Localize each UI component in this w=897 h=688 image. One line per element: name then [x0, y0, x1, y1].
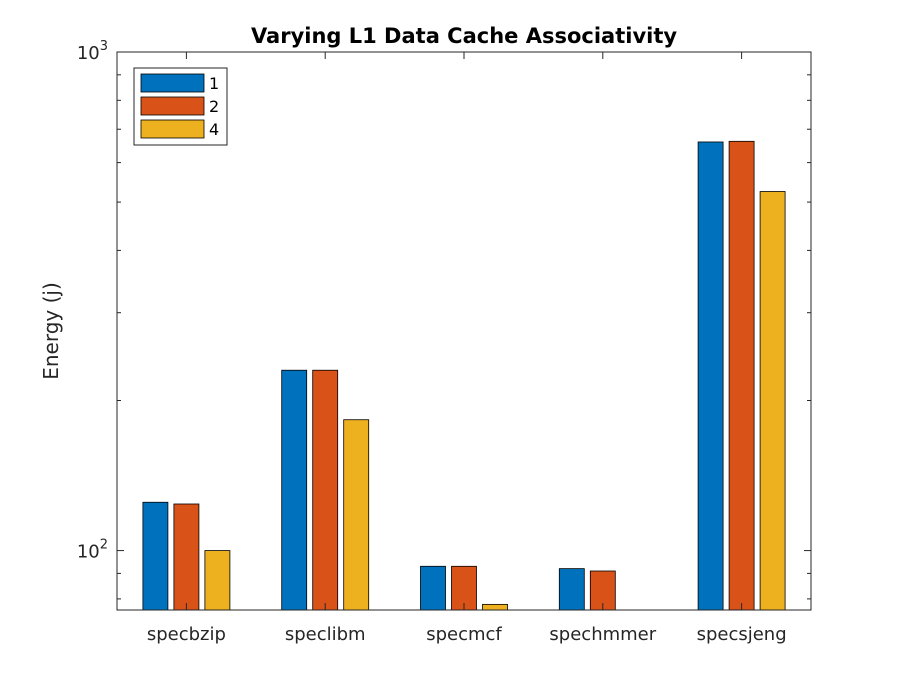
bar-specmcf-series-2: [451, 565, 477, 611]
y-tick-label: 102: [77, 538, 108, 563]
bar-speclibm-series-2: [312, 369, 339, 611]
legend-swatch-2: [140, 96, 205, 116]
legend-swatch-1: [140, 73, 205, 93]
bar-specbzip-series-1: [142, 501, 169, 611]
bar-specsjeng-series-1: [697, 141, 724, 611]
x-tick-label: specbzip: [147, 624, 226, 645]
bar-speclibm-series-4: [343, 419, 370, 611]
bar-specmcf-series-4: [482, 603, 508, 611]
y-tick-label: 103: [77, 39, 108, 64]
x-tick-label: specmcf: [426, 624, 502, 645]
bar-spechmmer-series-1: [558, 568, 585, 611]
bar-specmcf-series-1: [420, 565, 446, 611]
x-tick-label: specsjeng: [697, 624, 787, 645]
bar-specsjeng-series-4: [759, 191, 786, 611]
y-axis-label: Energy (j): [39, 282, 63, 380]
x-tick-label: speclibm: [285, 624, 366, 645]
legend-label-2: 2: [209, 97, 219, 116]
bar-specsjeng-series-2: [728, 140, 755, 611]
bar-speclibm-series-1: [281, 369, 308, 611]
chart-title: Varying L1 Data Cache Associativity: [251, 24, 677, 48]
plot-area: [117, 52, 811, 610]
legend-swatch-4: [140, 119, 205, 139]
x-tick-label: spechmmer: [549, 624, 656, 645]
bar-specbzip-series-4: [204, 550, 231, 611]
legend-label-1: 1: [209, 74, 219, 93]
legend-label-4: 4: [209, 120, 219, 139]
bar-specbzip-series-2: [173, 503, 200, 611]
